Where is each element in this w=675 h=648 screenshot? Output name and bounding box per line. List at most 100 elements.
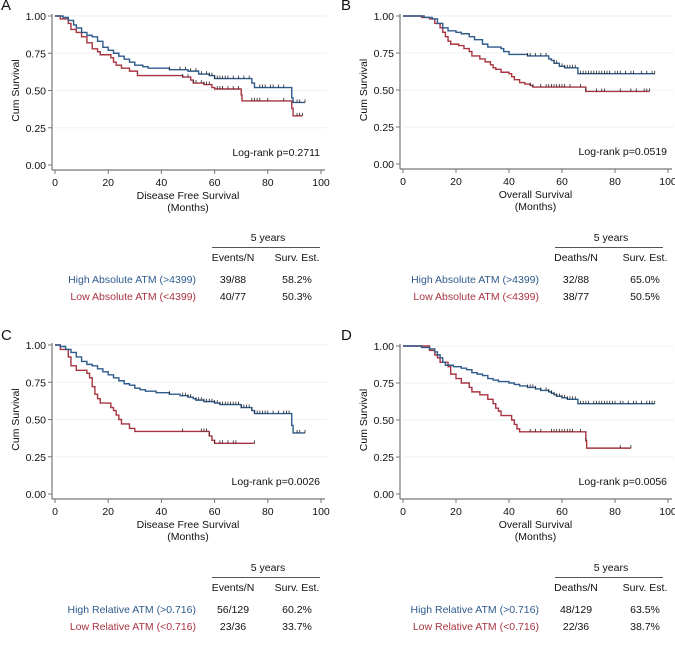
table-group-header: 5 years [593, 232, 629, 244]
panel-a: A 0.00 0.25 0.50 0.75 1.00 0 20 40 60 80 100 Cum Sur… [0, 0, 338, 318]
km-plot: 0.00 0.25 0.50 0.75 1.00 0 20 40 60 80 100 Cum Surv… [10, 11, 330, 214]
table-column-header: Surv. Est. [622, 252, 668, 264]
y-tick-label: 0.75 [374, 48, 395, 60]
y-tick-label: 1.00 [26, 11, 47, 23]
x-tick-label: 40 [503, 176, 515, 188]
table-column-header: Deaths/N [554, 582, 598, 594]
survival-curve-high [55, 15, 306, 104]
table-row-label-low: Low Absolute ATM (<4399) [70, 291, 196, 303]
y-axis-label: Cum Survival [358, 389, 370, 451]
table-cell: 50.5% [630, 291, 660, 303]
y-tick-label: 0.75 [374, 378, 395, 390]
table-cell: 65.0% [630, 274, 660, 286]
logrank-annotation: Log-rank p=0.2711 [232, 147, 320, 159]
x-tick-label: 100 [659, 176, 675, 188]
y-tick-label: 0.00 [374, 489, 395, 501]
y-tick-label: 0.50 [374, 415, 395, 427]
x-axis-label: Overall Survival [499, 519, 573, 531]
table-column-header: Surv. Est. [274, 582, 320, 594]
km-plot: 0.00 0.25 0.50 0.75 1.00 0 20 40 60 80 100 Cum Surv… [358, 341, 675, 543]
logrank-annotation: Log-rank p=0.0056 [579, 476, 668, 488]
y-axis-label: Cum Survival [10, 388, 22, 450]
table-cell: 22/36 [562, 621, 590, 633]
summary-table: 5 years Events/N Surv. Est. High Absolute A… [0, 232, 338, 312]
table-cell: 40/77 [219, 291, 247, 303]
x-tick-label: 60 [209, 177, 221, 189]
table-cell: 63.5% [630, 604, 660, 616]
panel-label: A [1, 0, 12, 14]
table-column-header: Surv. Est. [274, 252, 320, 264]
x-axis-label: Disease Free Survival [137, 519, 240, 531]
x-tick-label: 60 [556, 176, 568, 188]
table-row-label-low: Low Relative ATM (<0.716) [69, 621, 196, 633]
x-tick-label: 40 [156, 506, 168, 518]
x-tick-label: 0 [400, 506, 406, 518]
table-cell: 38/77 [562, 291, 590, 303]
survival-curve-low [55, 344, 255, 445]
y-tick-label: 0.25 [26, 123, 47, 135]
x-tick-label: 100 [312, 506, 330, 518]
x-axis-unit-label: (Months) [167, 531, 208, 543]
y-tick-label: 0.00 [26, 489, 47, 501]
survival-curve-high [55, 344, 306, 434]
y-tick-label: 0.25 [26, 452, 47, 464]
y-tick-label: 0.50 [374, 85, 395, 97]
logrank-annotation: Log-rank p=0.0026 [232, 476, 321, 488]
x-tick-label: 0 [52, 177, 58, 189]
y-tick-label: 0.50 [26, 415, 47, 427]
table-group-header: 5 years [593, 562, 629, 574]
x-tick-label: 40 [156, 177, 168, 189]
table-cell: 58.2% [282, 274, 312, 286]
x-axis-label: Overall Survival [499, 189, 573, 201]
y-axis-label: Cum Survival [358, 59, 370, 121]
table-cell: 50.3% [282, 291, 312, 303]
table-cell: 23/36 [219, 621, 247, 633]
table-row-label-low: Low Absolute ATM (<4399) [413, 291, 539, 303]
x-tick-label: 20 [450, 506, 462, 518]
x-tick-label: 80 [262, 506, 274, 518]
x-axis-unit-label: (Months) [167, 202, 208, 214]
x-tick-label: 100 [659, 506, 675, 518]
table-row-label-high: High Absolute ATM (>4399) [411, 274, 539, 286]
survival-curve-high [403, 345, 655, 405]
x-tick-label: 80 [609, 506, 621, 518]
x-tick-label: 60 [556, 506, 568, 518]
table-column-header: Deaths/N [554, 252, 598, 264]
y-axis-label: Cum Survival [10, 59, 22, 121]
survival-curve-low [55, 15, 303, 117]
table-header-rule [555, 247, 663, 248]
y-tick-label: 1.00 [374, 11, 395, 23]
summary-table: 5 years Deaths/N Surv. Est. High Absolute A… [340, 232, 675, 312]
x-tick-label: 80 [609, 176, 621, 188]
table-row-label-high: High Absolute ATM (>4399) [68, 274, 196, 286]
table-group-header: 5 years [250, 232, 286, 244]
x-axis-unit-label: (Months) [515, 531, 556, 543]
table-column-header: Events/N [211, 252, 255, 264]
table-group-header: 5 years [250, 562, 286, 574]
table-header-rule [212, 247, 320, 248]
panel-label: B [341, 0, 352, 14]
x-tick-label: 80 [262, 177, 274, 189]
table-cell: 38.7% [630, 621, 660, 633]
panel-b: B 0.00 0.25 0.50 0.75 1.00 0 20 40 60 80 100 Cum Sur… [340, 0, 675, 318]
y-tick-label: 0.25 [374, 122, 395, 134]
survival-curve-low [403, 345, 631, 449]
table-row-label-low: Low Relative ATM (<0.716) [412, 621, 539, 633]
x-tick-label: 20 [102, 506, 114, 518]
table-column-header: Events/N [211, 582, 255, 594]
summary-table: 5 years Deaths/N Surv. Est. High Relative A… [340, 562, 675, 642]
x-axis-unit-label: (Months) [515, 201, 556, 213]
panel-label: D [341, 327, 352, 344]
summary-table: 5 years Events/N Surv. Est. High Relative A… [0, 562, 338, 642]
y-tick-label: 1.00 [374, 341, 395, 353]
km-plot: 0.00 0.25 0.50 0.75 1.00 0 20 40 60 80 100 Cum Surv… [358, 11, 675, 213]
table-row-label-high: High Relative ATM (>0.716) [67, 604, 197, 616]
table-cell: 60.2% [282, 604, 312, 616]
x-tick-label: 60 [209, 506, 221, 518]
x-tick-label: 20 [102, 177, 114, 189]
table-column-header: Surv. Est. [622, 582, 668, 594]
table-cell: 48/129 [559, 604, 593, 616]
table-cell: 32/88 [562, 274, 590, 286]
x-axis-label: Disease Free Survival [137, 190, 240, 202]
x-tick-label: 40 [503, 506, 515, 518]
